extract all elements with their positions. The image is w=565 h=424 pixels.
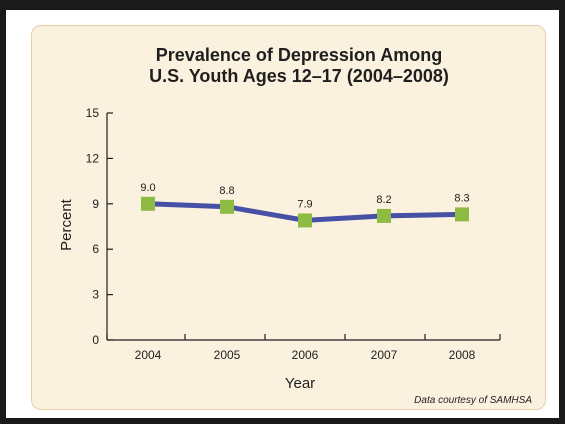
x-tick-label: 2005 <box>214 348 241 362</box>
y-tick-label: 0 <box>92 333 99 347</box>
data-value-label: 7.9 <box>297 198 312 210</box>
window-frame-bottom <box>0 418 565 424</box>
data-point-marker <box>220 199 234 214</box>
data-value-label: 8.2 <box>376 194 391 206</box>
y-tick-label: 9 <box>92 197 99 211</box>
data-value-label: 8.3 <box>454 192 469 204</box>
data-point-marker <box>455 207 469 222</box>
window-frame-top <box>0 0 565 10</box>
data-point-marker <box>141 196 155 211</box>
x-tick-label: 2004 <box>135 348 162 362</box>
data-value-label: 8.8 <box>219 185 234 197</box>
window-frame-right <box>559 0 565 424</box>
chart-title-line-1: Prevalence of Depression Among <box>156 45 442 65</box>
data-point-marker <box>377 208 391 223</box>
chart-axes: 0 3 6 9 12 15 2004 2005 2006 2007 2008 <box>86 106 501 362</box>
x-tick-label: 2007 <box>371 348 398 362</box>
y-tick-label: 12 <box>86 151 100 165</box>
chart-title-line-2: U.S. Youth Ages 12–17 (2004–2008) <box>149 66 449 86</box>
x-axis-title: Year <box>285 375 315 392</box>
y-tick-label: 15 <box>86 106 100 120</box>
y-axis-title: Percent <box>58 198 75 251</box>
data-value-label: 9.0 <box>140 182 155 194</box>
window-frame-left <box>0 0 6 424</box>
y-tick-label: 6 <box>92 242 99 256</box>
x-tick-label: 2008 <box>449 348 476 362</box>
x-tick-label: 2006 <box>292 348 319 362</box>
data-series: 9.0 8.8 7.9 8.2 8.3 <box>140 182 470 228</box>
data-credit-note: Data courtesy of SAMHSA <box>414 395 532 406</box>
data-point-marker <box>298 213 312 228</box>
y-tick-label: 3 <box>92 288 99 302</box>
